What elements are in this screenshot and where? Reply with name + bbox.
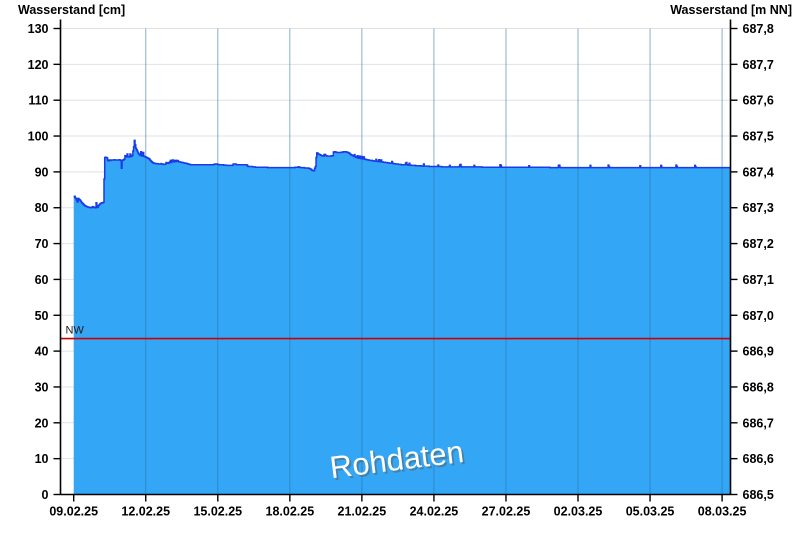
- left-tick-label: 30: [35, 380, 49, 394]
- left-axis-ticks: 0 10 20 30 40 50 60 70 80 90 100 110 120 130: [28, 22, 61, 502]
- vertical-gridlines: [145, 28, 723, 495]
- left-tick-label: 100: [28, 130, 49, 144]
- x-tick-label: 12.02.25: [121, 505, 170, 519]
- right-tick-label: 687,1: [743, 273, 774, 287]
- right-tick-label: 687,2: [743, 237, 774, 251]
- right-tick-label: 687,4: [743, 165, 774, 179]
- left-tick-label: 90: [35, 165, 49, 179]
- left-tick-label: 40: [35, 345, 49, 359]
- right-tick-label: 687,3: [743, 201, 774, 215]
- right-tick-label: 686,6: [743, 452, 774, 466]
- left-tick-label: 20: [35, 416, 49, 430]
- x-tick-label: 09.02.25: [49, 505, 98, 519]
- left-tick-label: 110: [28, 94, 48, 108]
- x-tick-label: 27.02.25: [482, 505, 531, 519]
- left-tick-label: 10: [35, 452, 49, 466]
- left-tick-label: 70: [35, 237, 49, 251]
- x-tick-label: 02.03.25: [554, 505, 603, 519]
- left-axis-title: Wasserstand [cm]: [18, 3, 126, 17]
- right-tick-label: 687,0: [743, 309, 774, 323]
- left-tick-label: 130: [28, 22, 49, 36]
- x-tick-label: 05.03.25: [626, 505, 675, 519]
- right-tick-label: 686,5: [743, 488, 774, 502]
- nw-threshold-line: NW: [60, 325, 731, 340]
- x-tick-label: 08.03.25: [698, 505, 747, 519]
- left-tick-label: 0: [42, 488, 49, 502]
- x-tick-label: 21.02.25: [338, 505, 387, 519]
- left-tick-label: 120: [28, 58, 49, 72]
- right-tick-label: 687,5: [743, 130, 774, 144]
- x-axis-ticks: 09.02.25 12.02.25 15.02.25 18.02.25 21.02.25…: [49, 494, 747, 519]
- right-tick-label: 687,6: [743, 94, 774, 108]
- right-axis-title: Wasserstand [m NN]: [670, 3, 792, 17]
- right-tick-label: 687,7: [743, 58, 774, 72]
- nw-label: NW: [66, 325, 85, 337]
- left-tick-label: 60: [35, 273, 49, 287]
- x-tick-label: 24.02.25: [410, 505, 459, 519]
- right-tick-label: 686,8: [743, 380, 774, 394]
- right-tick-label: 686,7: [743, 416, 774, 430]
- left-tick-label: 50: [35, 309, 49, 323]
- right-tick-label: 687,8: [743, 22, 774, 36]
- data-area-fill: [73, 140, 731, 495]
- right-tick-label: 686,9: [743, 345, 774, 359]
- axis-lines: [59, 19, 732, 496]
- left-tick-label: 80: [35, 201, 49, 215]
- x-tick-label: 18.02.25: [266, 505, 315, 519]
- x-tick-label: 15.02.25: [193, 505, 242, 519]
- right-axis-ticks: 686,5 686,6 686,7 686,8 686,9 687,0 687,1 687,2…: [730, 22, 774, 502]
- data-line: [73, 139, 731, 209]
